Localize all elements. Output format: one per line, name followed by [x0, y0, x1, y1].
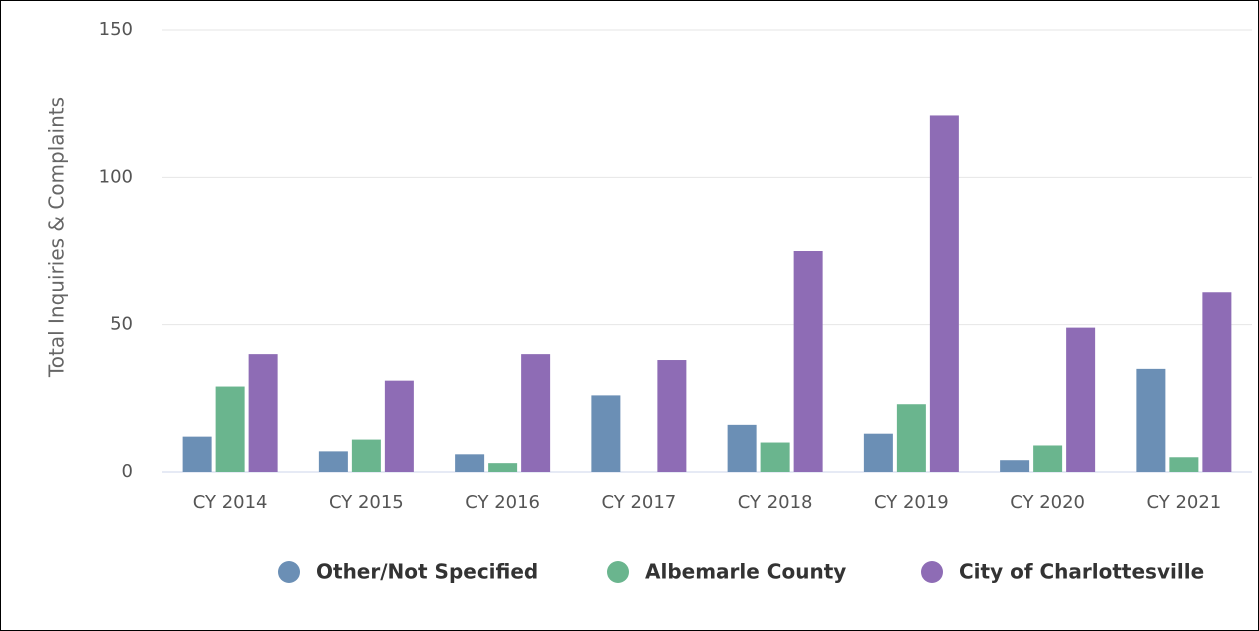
bar	[455, 454, 485, 472]
x-tick-label: CY 2015	[329, 492, 404, 513]
bar	[793, 251, 823, 472]
legend-label: City of Charlottesville	[959, 560, 1204, 584]
legend-label: Albemarle County	[645, 560, 846, 584]
x-tick-label: CY 2019	[874, 492, 949, 513]
y-tick-label: 0	[122, 461, 133, 482]
y-tick-label: 50	[110, 314, 133, 335]
bar	[1066, 327, 1096, 472]
bar	[351, 439, 381, 472]
bar	[1033, 445, 1063, 472]
bar	[863, 433, 893, 472]
x-tick-label: CY 2014	[193, 492, 268, 513]
y-tick-label: 150	[99, 19, 133, 40]
bar	[1169, 457, 1199, 472]
legend-label: Other/Not Specified	[316, 560, 538, 584]
legend-swatch	[921, 561, 943, 583]
bar	[896, 404, 926, 472]
x-tick-label: CY 2021	[1146, 492, 1221, 513]
bar	[1202, 292, 1232, 472]
bar	[318, 451, 348, 472]
y-axis-label: Total Inquiries & Complaints	[45, 97, 69, 378]
bar	[1136, 368, 1166, 472]
x-tick-label: CY 2017	[601, 492, 676, 513]
bar	[657, 360, 687, 472]
bar	[384, 380, 414, 472]
x-tick-label: CY 2018	[738, 492, 813, 513]
legend-swatch	[607, 561, 629, 583]
bar	[1000, 460, 1030, 472]
legend-swatch	[278, 561, 300, 583]
y-tick-label: 100	[99, 166, 133, 187]
x-tick-label: CY 2016	[465, 492, 540, 513]
x-tick-label: CY 2020	[1010, 492, 1085, 513]
bar	[488, 463, 518, 472]
bar	[591, 395, 621, 472]
bar	[727, 424, 757, 472]
bar	[248, 354, 278, 472]
bar	[182, 436, 212, 472]
bar	[215, 386, 245, 472]
bar	[929, 115, 959, 472]
bar	[521, 354, 551, 472]
bar	[760, 442, 790, 472]
